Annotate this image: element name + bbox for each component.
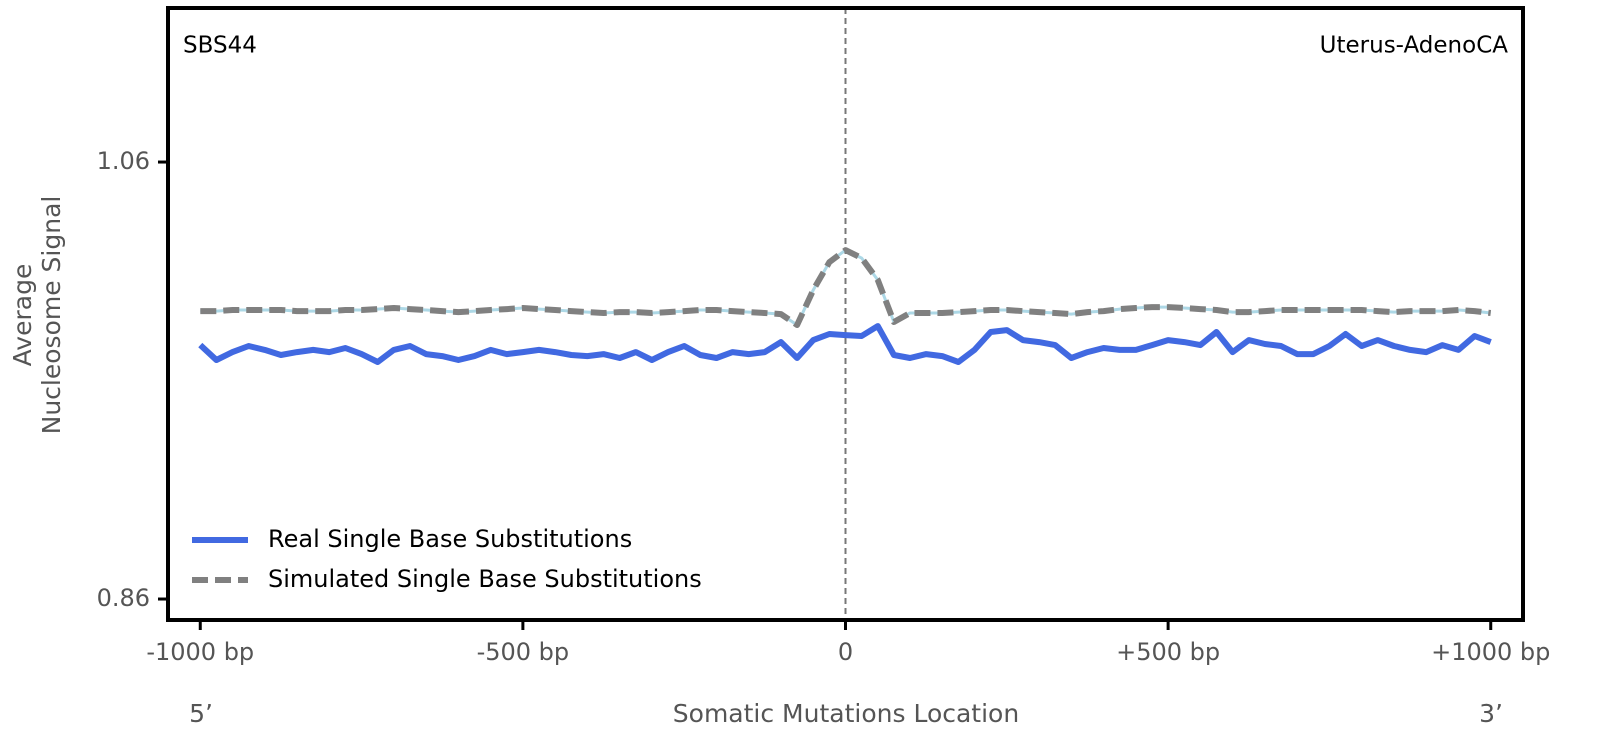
x-start-label: 5’	[189, 699, 213, 728]
x-tick-label: +500 bp	[1116, 638, 1220, 666]
x-tick-label: +1000 bp	[1431, 638, 1550, 666]
y-tick-label: 1.06	[97, 147, 150, 175]
legend-label: Simulated Single Base Substitutions	[268, 565, 702, 593]
legend-label: Real Single Base Substitutions	[268, 525, 632, 553]
y-axis-label: Nucleosome Signal	[37, 196, 66, 435]
y-tick-label: 0.86	[97, 584, 150, 612]
x-tick-label: 0	[838, 638, 853, 666]
plot-frame	[166, 6, 1525, 622]
x-tick-label: -500 bp	[477, 638, 570, 666]
series-line	[198, 323, 1492, 365]
x-end-label: 3’	[1479, 699, 1503, 728]
annotation-right: Uterus-AdenoCA	[1320, 33, 1509, 59]
x-axis-label: Somatic Mutations Location	[673, 699, 1019, 728]
annotation-left: SBS44	[183, 33, 257, 59]
y-axis-label: Average	[8, 264, 37, 367]
x-tick-label: -1000 bp	[146, 638, 254, 666]
series-line	[200, 247, 1492, 328]
